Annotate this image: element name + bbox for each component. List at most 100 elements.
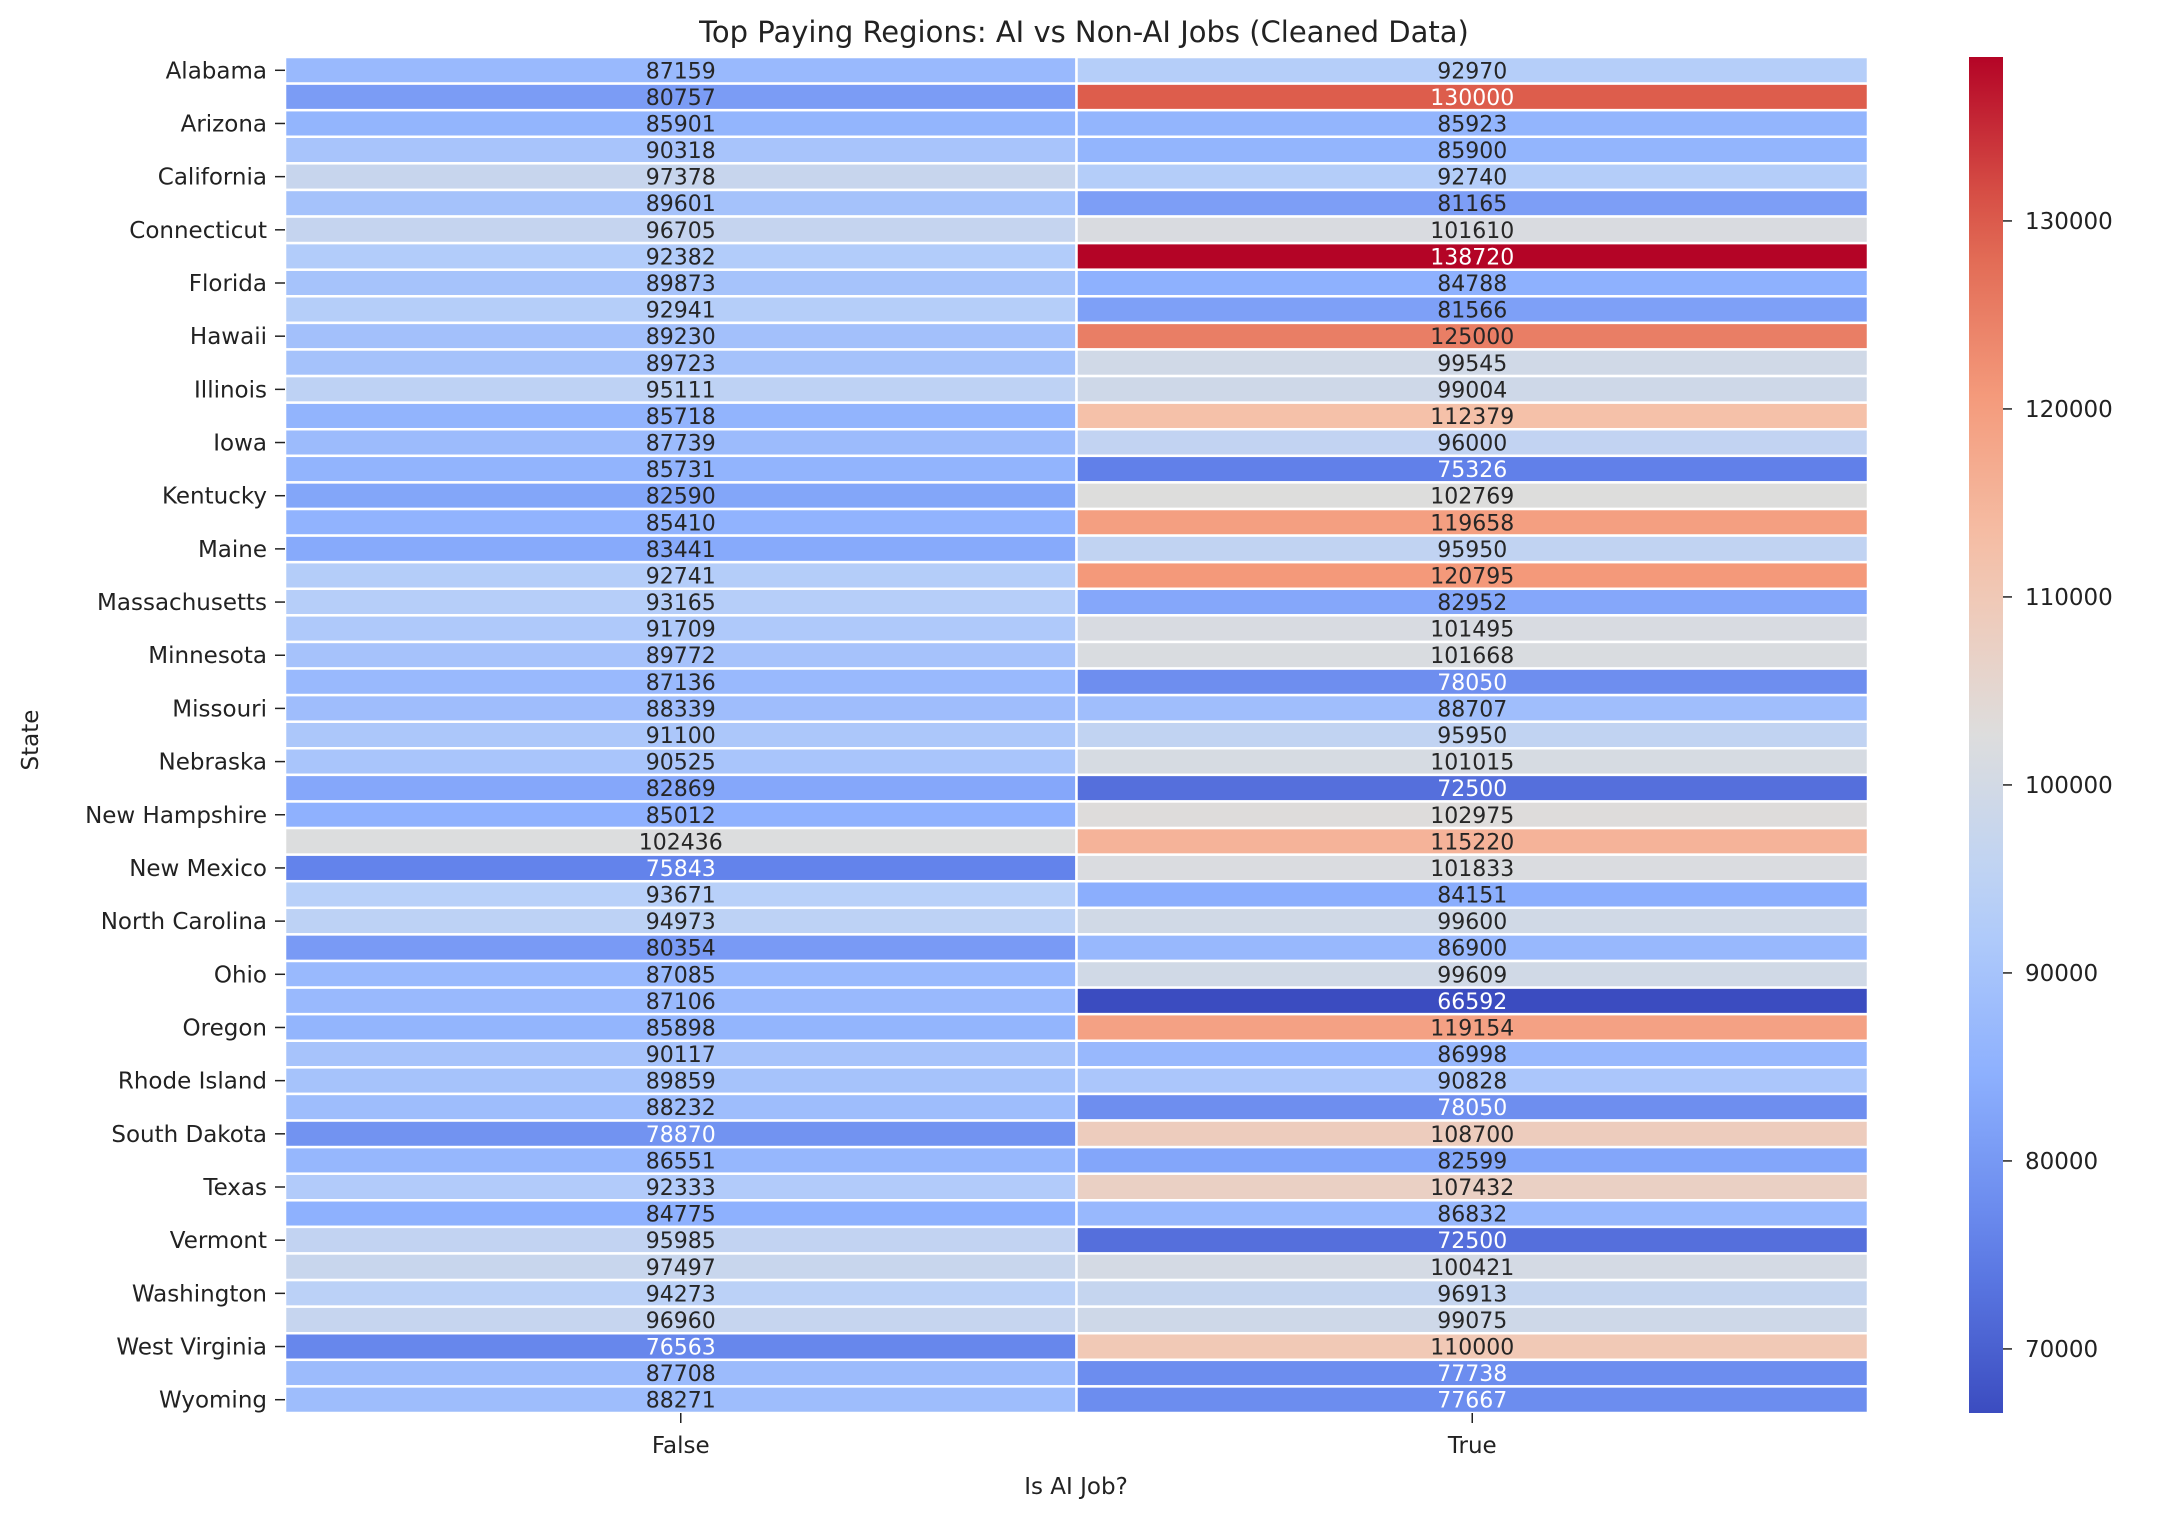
cell-value-label: 94973 [646,910,716,935]
cell-value-label: 78050 [1437,671,1507,696]
colorbar-tick-label: 70000 [2025,1337,2098,1363]
y-tick-label: Alabama [166,58,267,84]
cell-value-label: 138720 [1430,245,1514,270]
y-tick-label: Ohio [214,962,267,988]
y-tick-label: West Virginia [116,1335,267,1361]
cell-value-label: 85410 [646,511,716,536]
colorbar-tick-label: 100000 [2025,773,2113,799]
cell-labels: 87159 92970 80757 130000 85901 85923 90318 8590… [639,59,1514,1413]
heatmap-cell [1075,1252,1870,1282]
heatmap-cell [1075,1305,1870,1335]
cell-value-label: 91709 [646,618,716,643]
cell-value-label: 86832 [1437,1203,1507,1228]
colorbar-tick-label: 120000 [2025,397,2113,423]
cell-value-label: 119154 [1430,1016,1514,1041]
heatmap-cell [283,268,1078,298]
heatmap-cell [283,773,1078,803]
y-tick-label: Kentucky [162,484,267,510]
cell-value-label: 95985 [646,1229,716,1254]
cell-value-label: 84775 [646,1203,716,1228]
colorbar-tick-label: 130000 [2025,209,2113,235]
heatmap-cell [283,321,1078,351]
cell-value-label: 110000 [1430,1336,1514,1361]
heatmap-cell [1075,481,1870,511]
y-tick-label: Hawaii [190,324,267,350]
y-tick-label: Rhode Island [118,1069,267,1095]
cell-value-label: 89723 [646,352,716,377]
cell-value-label: 101015 [1430,751,1514,776]
heatmap-cell [1075,55,1870,85]
cell-value-label: 93165 [646,591,716,616]
y-tick-label: Wyoming [159,1388,267,1414]
colorbar-tick-label: 80000 [2025,1149,2098,1175]
cell-value-label: 92941 [646,299,716,324]
cell-value-label: 82869 [646,777,716,802]
cell-value-label: 120795 [1430,564,1514,589]
heatmap-cell [1075,454,1870,484]
y-tick-label: Illinois [194,377,267,403]
cell-value-label: 89772 [646,644,716,669]
heatmap-cell [283,348,1078,378]
heatmap-cell [1075,667,1870,697]
cell-value-label: 130000 [1430,86,1514,111]
y-tick-label: Oregon [183,1015,267,1041]
cell-value-label: 115220 [1430,830,1514,855]
cell-value-label: 119658 [1430,511,1514,536]
heatmap-cells [283,55,1870,1415]
heatmap-cell [1075,295,1870,325]
heatmap-cell [1075,986,1870,1016]
colorbar-tick-label: 90000 [2025,961,2098,987]
heatmap-cell [1075,747,1870,777]
y-tick-label: California [158,165,267,191]
cell-value-label: 94273 [646,1282,716,1307]
heatmap-cell [283,1092,1078,1122]
heatmap-cell [1075,1092,1870,1122]
cell-value-label: 87136 [646,671,716,696]
cell-value-label: 92740 [1437,166,1507,191]
heatmap-cell [1075,374,1870,404]
heatmap-cell [283,295,1078,325]
cell-value-label: 90828 [1437,1070,1507,1095]
cell-value-label: 89859 [646,1070,716,1095]
y-tick-label: Connecticut [129,218,267,244]
heatmap-cell [1075,800,1870,830]
cell-value-label: 77738 [1437,1362,1507,1387]
heatmap-cell [283,1172,1078,1202]
cell-value-label: 88339 [646,697,716,722]
cell-value-label: 83441 [646,538,716,563]
y-tick-label: North Carolina [101,909,267,935]
y-tick-label: South Dakota [111,1122,267,1148]
cell-value-label: 91100 [646,724,716,749]
cell-value-label: 87159 [646,59,716,84]
cell-value-label: 99545 [1437,352,1507,377]
chart-title: Top Paying Regions: AI vs Non-AI Jobs (C… [698,15,1469,49]
cell-value-label: 101668 [1430,644,1514,669]
cell-value-label: 76563 [646,1336,716,1361]
cell-value-label: 92382 [646,245,716,270]
heatmap-cell [1075,507,1870,537]
heatmap-cell [283,55,1078,85]
heatmap-cell [1075,241,1870,271]
cell-value-label: 78870 [646,1123,716,1148]
heatmap-cell [283,560,1078,591]
cell-value-label: 99075 [1437,1309,1507,1334]
cell-value-label: 92333 [646,1176,716,1201]
cell-value-label: 90318 [646,139,716,164]
heatmap-cell [1075,879,1870,910]
y-tick-label: Texas [202,1175,267,1201]
cell-value-label: 87106 [646,990,716,1015]
y-axis: Alabama Arizona California Connecticut Flori… [85,58,285,1414]
cell-value-label: 99609 [1437,963,1507,988]
cell-value-label: 85923 [1437,112,1507,137]
heatmap-cell [1075,1066,1870,1096]
cell-value-label: 78050 [1437,1096,1507,1121]
heatmap-cell [1075,401,1870,431]
y-tick-label: Massachusetts [97,590,267,616]
heatmap-cell [1075,773,1870,803]
cell-value-label: 87085 [646,963,716,988]
cell-value-label: 101495 [1430,618,1514,643]
cell-value-label: 102769 [1430,485,1514,510]
heatmap-cell [283,614,1078,644]
cell-value-label: 86551 [646,1149,716,1174]
